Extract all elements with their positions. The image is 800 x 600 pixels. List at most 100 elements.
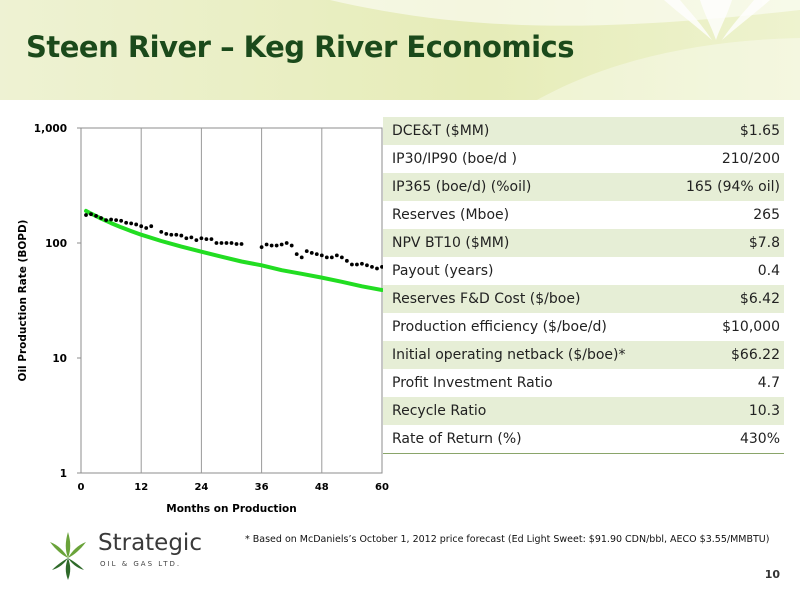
data-point: [269, 243, 274, 248]
x-tick-label: 60: [375, 482, 389, 493]
y-axis-label: Oil Production Rate (BOPD): [17, 220, 29, 382]
x-tick-label: 0: [78, 482, 85, 493]
data-point: [365, 263, 369, 268]
data-point: [89, 212, 93, 217]
data-point: [184, 236, 189, 241]
metric-label: Profit Investment Ratio: [383, 369, 664, 397]
data-point: [350, 262, 354, 267]
metric-row: IP365 (boe/d) (%oil) 165 (94% oil): [383, 173, 784, 201]
x-tick-label: 48: [315, 482, 329, 493]
data-point: [134, 222, 139, 227]
data-point: [229, 241, 234, 245]
metric-label: Production efficiency ($/boe/d): [383, 313, 664, 341]
metric-value: 430%: [663, 425, 784, 454]
x-tick-label: 12: [134, 482, 148, 493]
metric-value: $1.65: [663, 117, 784, 145]
data-point: [355, 262, 359, 267]
metric-row: Reserves F&D Cost ($/boe) $6.42: [383, 285, 784, 313]
economics-table: DCE&T ($MM) $1.65 IP30/IP90 (boe/d ) 210/20…: [383, 117, 784, 454]
metric-value: 10.3: [663, 397, 784, 425]
page-number: 10: [764, 568, 780, 581]
metric-value: 210/200: [663, 145, 784, 173]
metric-row: NPV BT10 ($MM) $7.8: [383, 229, 784, 257]
metric-label: DCE&T ($MM): [383, 117, 664, 145]
data-point: [99, 216, 103, 220]
metric-value: 4.7: [663, 369, 784, 397]
data-point: [344, 258, 349, 263]
data-point: [304, 249, 309, 254]
metric-label: NPV BT10 ($MM): [383, 229, 664, 257]
metric-value: $7.8: [663, 229, 784, 257]
data-point: [129, 221, 134, 226]
data-point: [139, 224, 144, 229]
metric-row: Profit Investment Ratio 4.7: [383, 369, 784, 397]
data-point: [375, 266, 379, 271]
metric-value: $66.22: [663, 341, 784, 369]
data-point: [319, 253, 324, 258]
y-tick-label: 1,000: [34, 123, 67, 135]
data-point: [214, 241, 219, 245]
data-point: [119, 218, 124, 223]
header-swoosh-decoration: [330, 0, 800, 110]
y-tick-label: 10: [52, 353, 67, 365]
metric-label: IP365 (boe/d) (%oil): [383, 173, 664, 201]
metric-row: Payout (years) 0.4: [383, 257, 784, 285]
logo-name: Strategic: [98, 530, 202, 556]
data-point: [339, 255, 344, 260]
x-tick-label: 24: [194, 482, 208, 493]
y-tick-label: 100: [45, 238, 67, 250]
metric-row: Production efficiency ($/boe/d) $10,000: [383, 313, 784, 341]
data-point: [179, 233, 184, 238]
metric-value: 165 (94% oil): [663, 173, 784, 201]
data-point: [209, 237, 214, 242]
data-point: [294, 252, 299, 257]
data-point: [124, 220, 129, 225]
data-point: [189, 235, 194, 240]
data-point: [199, 236, 204, 241]
metric-row: Reserves (Mboe) 265: [383, 201, 784, 229]
metric-label: Initial operating netback ($/boe)*: [383, 341, 664, 369]
data-point: [264, 242, 269, 247]
plot-area: [80, 127, 383, 474]
data-point: [104, 218, 108, 223]
metric-value: 0.4: [663, 257, 784, 285]
data-point: [239, 242, 244, 246]
data-point: [169, 232, 174, 237]
data-point: [164, 231, 169, 236]
data-point: [174, 232, 179, 237]
data-point: [314, 252, 319, 257]
logo-leaf-icon: [50, 532, 86, 580]
leaf-icon: [664, 0, 770, 40]
metric-label: IP30/IP90 (boe/d ): [383, 145, 664, 173]
data-point: [109, 217, 113, 222]
data-point: [309, 251, 314, 255]
metric-row: Recycle Ratio 10.3: [383, 397, 784, 425]
data-point: [324, 255, 329, 260]
data-point: [279, 242, 284, 247]
metric-label: Reserves F&D Cost ($/boe): [383, 285, 664, 313]
data-point: [274, 243, 279, 248]
footnote: * Based on McDaniels’s October 1, 2012 p…: [245, 534, 770, 545]
company-logo: Strategic OIL & GAS LTD.: [40, 524, 210, 584]
data-point: [84, 213, 88, 217]
page-title: Steen River – Keg River Economics: [26, 30, 575, 64]
data-point: [149, 224, 154, 229]
metric-label: Payout (years): [383, 257, 664, 285]
metric-label: Recycle Ratio: [383, 397, 664, 425]
data-point: [259, 245, 264, 250]
logo-subtitle: OIL & GAS LTD.: [100, 560, 182, 568]
production-chart: Oil Production Rate (BOPD) Months on Pro…: [17, 123, 389, 515]
x-tick-label: 36: [255, 482, 269, 493]
data-point: [299, 255, 304, 260]
metric-row: Rate of Return (%) 430%: [383, 425, 784, 454]
data-point: [370, 264, 374, 269]
metric-value: $10,000: [663, 313, 784, 341]
data-point: [380, 264, 384, 269]
metric-row: IP30/IP90 (boe/d ) 210/200: [383, 145, 784, 173]
data-point: [114, 218, 119, 223]
data-point: [224, 241, 229, 245]
data-point: [329, 255, 334, 260]
metric-label: Rate of Return (%): [383, 425, 664, 454]
metric-label: Reserves (Mboe): [383, 201, 664, 229]
y-tick-label: 1: [60, 468, 67, 480]
